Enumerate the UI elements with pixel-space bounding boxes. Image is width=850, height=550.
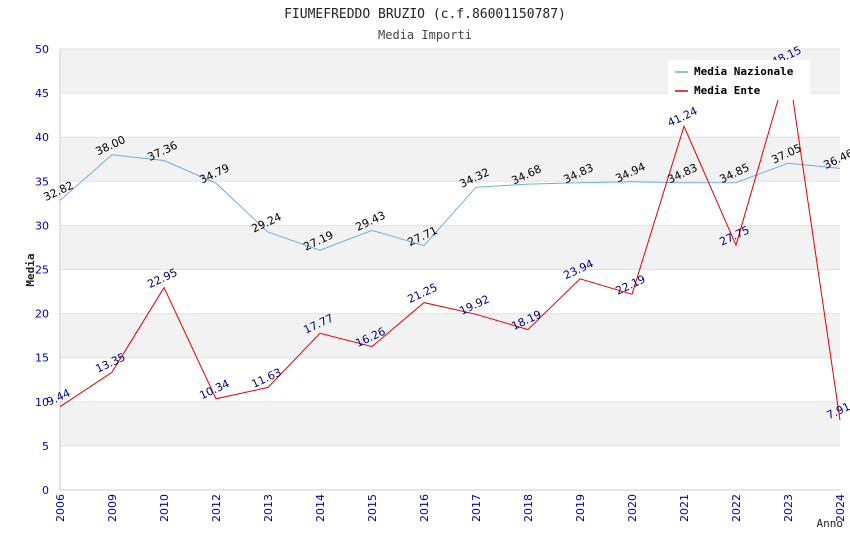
x-tick-labels: 2006 2009 2010 2012 2013 2014 2015 2016 2017 2018…: [54, 494, 847, 522]
y-tick-label: 10: [35, 396, 49, 409]
series-lines: [59, 65, 841, 421]
data-label: 11.63: [249, 366, 283, 391]
y-tick-label: 15: [35, 352, 49, 365]
x-tick-label: 2010: [158, 494, 171, 522]
x-tick-label: 2012: [210, 494, 223, 522]
x-tick-label: 2014: [314, 494, 327, 522]
x-tick-label: 2019: [574, 494, 587, 522]
data-label: 21.25: [405, 281, 439, 306]
chart-subtitle: Media Importi: [378, 28, 472, 42]
x-tick-label: 2024: [834, 494, 847, 522]
grid-band: [60, 225, 840, 270]
legend-label-media-ente: Media Ente: [694, 84, 761, 97]
y-tick-label: 50: [35, 43, 49, 56]
legend-label-media-nazionale: Media Nazionale: [694, 65, 794, 78]
x-tick-label: 2015: [366, 494, 379, 522]
grid-band: [60, 313, 840, 358]
x-tick-label: 2017: [470, 494, 483, 522]
y-axis-label: Media: [24, 253, 37, 286]
plot-background-bands: [60, 49, 840, 446]
y-tick-label: 30: [35, 219, 49, 232]
chart-title: FIUMEFREDDO BRUZIO (c.f.86001150787): [284, 7, 566, 22]
y-tick-label: 20: [35, 308, 49, 321]
x-axis-label: Anno: [817, 517, 844, 530]
series-line-0: [59, 154, 841, 251]
x-tick-label: 2016: [418, 494, 431, 522]
x-tick-label: 2013: [262, 494, 275, 522]
y-tick-label: 35: [35, 175, 49, 188]
x-tick-label: 2009: [106, 494, 119, 522]
legend: Media Nazionale Media Ente: [668, 60, 810, 100]
gridlines: [60, 48, 840, 447]
series-line-1: [59, 65, 841, 421]
x-tick-label: 2023: [782, 494, 795, 522]
data-label: 10.34: [197, 377, 231, 402]
grid-band: [60, 401, 840, 446]
y-tick-label: 40: [35, 131, 49, 144]
y-tick-label: 5: [42, 440, 49, 453]
data-label: 41.24: [665, 105, 699, 130]
x-tick-label: 2006: [54, 494, 67, 522]
y-tick-labels: 0 5 10 15 20 25 30 35 40 45 50: [35, 43, 49, 497]
x-tick-label: 2020: [626, 494, 639, 522]
x-tick-label: 2021: [678, 494, 691, 522]
axes: [59, 49, 840, 491]
x-tick-label: 2022: [730, 494, 743, 522]
y-tick-label: 25: [35, 264, 49, 277]
x-tick-label: 2018: [522, 494, 535, 522]
y-tick-label: 0: [42, 484, 49, 497]
legend-box: [668, 60, 810, 100]
grid-band: [60, 137, 840, 182]
y-tick-label: 45: [35, 87, 49, 100]
